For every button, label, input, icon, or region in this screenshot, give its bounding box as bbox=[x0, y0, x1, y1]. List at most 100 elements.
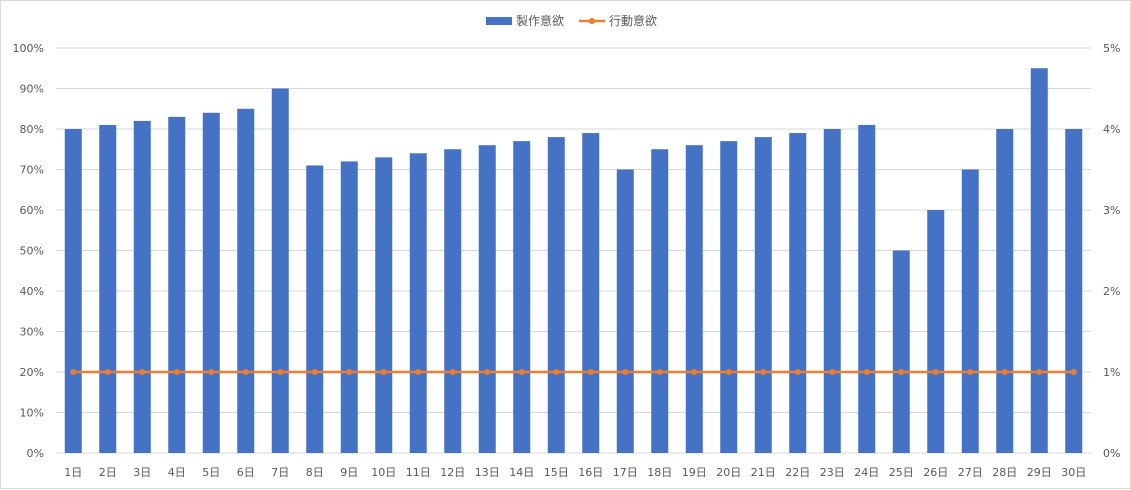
bar bbox=[547, 137, 565, 453]
line-point bbox=[484, 369, 491, 375]
bar-series bbox=[64, 68, 1083, 454]
x-tick-label: 2日 bbox=[99, 466, 117, 479]
right-y-tick-label: 5% bbox=[1103, 42, 1120, 55]
bar bbox=[1030, 68, 1048, 453]
left-y-tick-label: 10% bbox=[20, 407, 44, 420]
bar bbox=[582, 133, 600, 454]
x-tick-label: 16日 bbox=[578, 466, 603, 479]
x-tick-label: 28日 bbox=[992, 466, 1017, 479]
legend[interactable]: 製作意欲 行動意欲 bbox=[486, 13, 657, 28]
bar bbox=[409, 153, 427, 454]
line-point bbox=[380, 369, 387, 375]
line-point bbox=[449, 369, 456, 375]
left-y-tick-label: 30% bbox=[20, 326, 44, 339]
x-tick-label: 29日 bbox=[1027, 466, 1052, 479]
right-y-tick-label: 2% bbox=[1103, 285, 1120, 298]
x-tick-label: 6日 bbox=[237, 466, 255, 479]
right-y-axis: 0% 1% 2% 3% 4% 5% bbox=[1103, 42, 1120, 460]
line-point bbox=[725, 369, 732, 375]
right-y-tick-label: 1% bbox=[1103, 366, 1120, 379]
right-y-tick-label: 4% bbox=[1103, 123, 1120, 136]
right-y-tick-label: 0% bbox=[1103, 447, 1120, 460]
bar bbox=[237, 108, 255, 453]
line-point bbox=[760, 369, 767, 375]
x-tick-label: 24日 bbox=[854, 466, 879, 479]
x-tick-label: 14日 bbox=[509, 466, 534, 479]
bar bbox=[513, 141, 531, 453]
x-tick-label: 22日 bbox=[785, 466, 810, 479]
line-point bbox=[518, 369, 525, 375]
x-tick-label: 20日 bbox=[716, 466, 741, 479]
legend-swatch-bar bbox=[486, 17, 512, 25]
x-tick-label: 19日 bbox=[682, 466, 707, 479]
left-y-tick-label: 20% bbox=[20, 366, 44, 379]
x-tick-label: 5日 bbox=[202, 466, 220, 479]
line-point bbox=[173, 369, 180, 375]
bar bbox=[685, 145, 703, 453]
legend-label: 製作意欲 bbox=[516, 13, 564, 28]
left-y-tick-label: 50% bbox=[20, 245, 44, 258]
line-point bbox=[967, 369, 974, 375]
bar bbox=[202, 112, 220, 454]
x-tick-label: 3日 bbox=[133, 466, 151, 479]
x-axis: 1日 2日 3日 4日 5日 6日 7日 8日 9日 10日 11日 12日 13日 14日 15日 16日 1… bbox=[64, 466, 1086, 479]
line-point bbox=[139, 369, 146, 375]
bar bbox=[858, 124, 876, 453]
bar bbox=[99, 124, 117, 453]
left-y-tick-label: 80% bbox=[20, 123, 44, 136]
left-y-tick-label: 90% bbox=[20, 83, 44, 96]
bar bbox=[478, 145, 496, 453]
bar bbox=[444, 149, 462, 453]
left-y-tick-label: 70% bbox=[20, 164, 44, 177]
bar bbox=[616, 169, 634, 453]
x-tick-label: 7日 bbox=[271, 466, 289, 479]
x-tick-label: 26日 bbox=[923, 466, 948, 479]
line-point bbox=[415, 369, 422, 375]
bar bbox=[996, 129, 1014, 453]
x-tick-label: 27日 bbox=[958, 466, 983, 479]
line-point bbox=[1036, 369, 1043, 375]
line-point bbox=[587, 369, 594, 375]
bar bbox=[1065, 129, 1083, 453]
bar bbox=[961, 169, 979, 453]
bar bbox=[375, 157, 393, 453]
x-tick-label: 9日 bbox=[340, 466, 358, 479]
x-tick-label: 11日 bbox=[406, 466, 431, 479]
bar bbox=[789, 133, 807, 454]
bar bbox=[823, 129, 841, 453]
line-point bbox=[277, 369, 284, 375]
x-tick-label: 8日 bbox=[306, 466, 324, 479]
line-point bbox=[311, 369, 318, 375]
bar bbox=[271, 88, 289, 453]
line-point bbox=[794, 369, 801, 375]
left-y-tick-label: 100% bbox=[13, 42, 44, 55]
line-point bbox=[622, 369, 629, 375]
x-tick-label: 18日 bbox=[647, 466, 672, 479]
line-point bbox=[553, 369, 560, 375]
x-tick-label: 10日 bbox=[371, 466, 396, 479]
left-y-tick-label: 60% bbox=[20, 204, 44, 217]
x-tick-label: 12日 bbox=[440, 466, 465, 479]
left-y-axis: 0% 10% 20% 30% 40% 50% 60% 70% 80% 90% 100% bbox=[13, 42, 44, 460]
line-point bbox=[829, 369, 836, 375]
left-y-tick-label: 0% bbox=[27, 447, 44, 460]
line-point bbox=[932, 369, 939, 375]
bar bbox=[720, 141, 738, 453]
x-tick-label: 15日 bbox=[544, 466, 569, 479]
x-tick-label: 13日 bbox=[475, 466, 500, 479]
left-y-tick-label: 40% bbox=[20, 285, 44, 298]
line-point bbox=[1070, 369, 1077, 375]
x-tick-label: 23日 bbox=[820, 466, 845, 479]
line-point bbox=[346, 369, 353, 375]
line-series bbox=[70, 369, 1077, 375]
bar bbox=[892, 250, 910, 453]
right-y-tick-label: 3% bbox=[1103, 204, 1120, 217]
line-point bbox=[863, 369, 870, 375]
x-tick-label: 1日 bbox=[64, 466, 82, 479]
legend-marker bbox=[589, 18, 595, 24]
line-point bbox=[242, 369, 249, 375]
x-tick-label: 21日 bbox=[751, 466, 776, 479]
line-point bbox=[70, 369, 77, 375]
